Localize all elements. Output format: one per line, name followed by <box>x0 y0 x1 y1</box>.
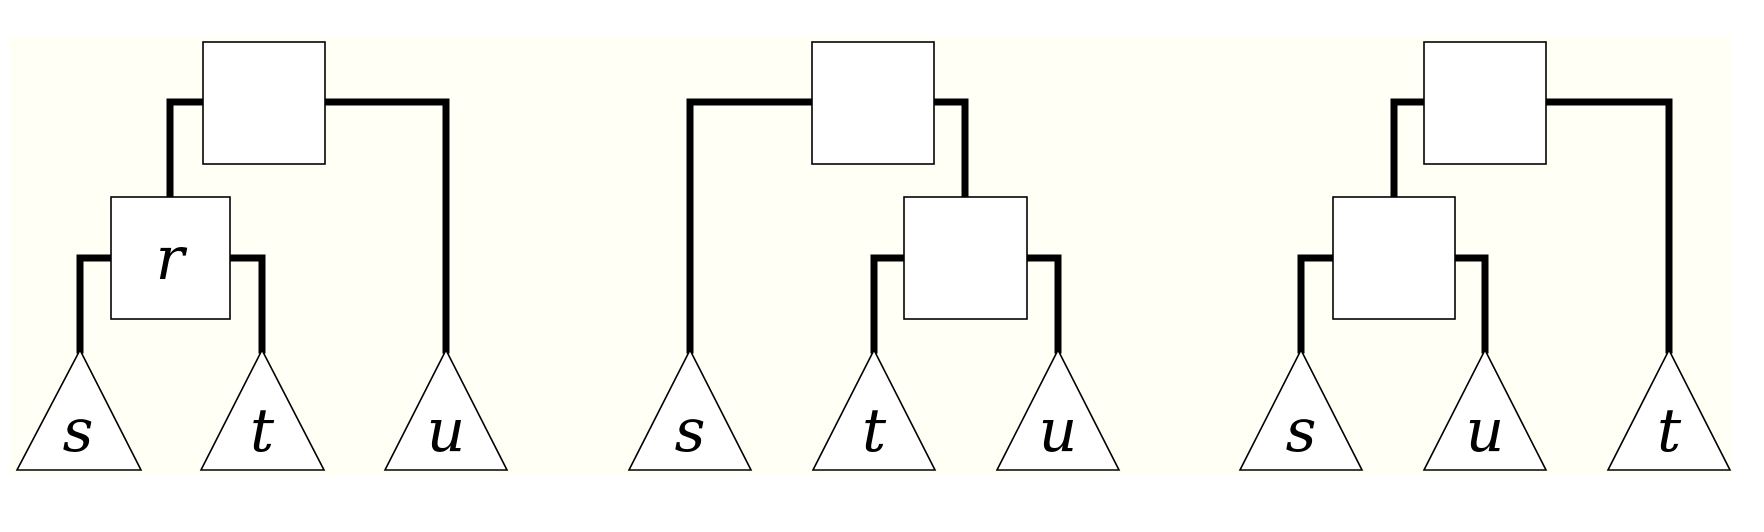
tree-2-leaf-2-triangle <box>811 348 937 471</box>
tree-1-leaf-3-triangle <box>383 348 509 471</box>
tree-2: s t u <box>627 41 1121 471</box>
tree-3-edge-inner-to-leaf-2 <box>1451 254 1489 354</box>
tree-1-edge-root-to-leaf-3 <box>321 98 450 354</box>
tree-1-edge-inner-to-leaf-1 <box>76 254 115 354</box>
tree-1-leaf-2-triangle <box>199 348 326 471</box>
tree-1-inner-node <box>110 196 231 320</box>
tree-3-leaf-3-label: t <box>1657 396 1682 466</box>
tree-2-edge-root-to-inner <box>930 98 969 201</box>
tree-1-leaf-1-label: s <box>63 396 94 466</box>
tree-1-inner-label: r <box>156 224 188 294</box>
tree-2-edge-inner-to-leaf-3 <box>1023 254 1062 354</box>
tree-1-leaf-1-triangle <box>15 348 143 471</box>
tree-2-leaf-2-label: t <box>862 396 887 466</box>
tree-2-leaf-3-triangle <box>995 348 1121 471</box>
tree-2-inner-node <box>903 196 1028 320</box>
tree-2-leaf-1-label: s <box>675 396 706 466</box>
tree-2-root-node <box>811 41 935 165</box>
tree-2-edge-root-to-leaf-1 <box>686 98 816 354</box>
tree-3-leaf-2-triangle <box>1422 348 1548 471</box>
tree-1-edge-root-to-inner <box>166 98 207 201</box>
tree-3-leaf-1-label: s <box>1286 396 1317 466</box>
tree-2-leaf-3-label: u <box>1039 396 1078 466</box>
tree-1-leaf-3-label: u <box>427 396 466 466</box>
tree-2-edge-inner-to-leaf-2 <box>870 254 908 354</box>
tree-1: r s t u <box>15 41 509 471</box>
tree-1-root-node <box>202 41 326 165</box>
tree-3-root-node <box>1423 41 1547 165</box>
tree-3-leaf-3-triangle <box>1606 348 1732 471</box>
tree-3-leaf-1-triangle <box>1238 348 1364 471</box>
tree-3-inner-node <box>1332 196 1456 320</box>
tree-3-leaf-2-label: u <box>1466 396 1505 466</box>
tree-1-leaf-2-label: t <box>250 396 275 466</box>
tree-3-edge-root-to-leaf-3 <box>1542 98 1673 354</box>
tree-3-edge-root-to-inner <box>1390 98 1428 201</box>
tree-3-edge-inner-to-leaf-1 <box>1297 254 1337 354</box>
tree-2-leaf-1-triangle <box>627 348 753 471</box>
tree-3: s u t <box>1238 41 1732 471</box>
tree-1-edge-inner-to-leaf-2 <box>226 254 266 354</box>
